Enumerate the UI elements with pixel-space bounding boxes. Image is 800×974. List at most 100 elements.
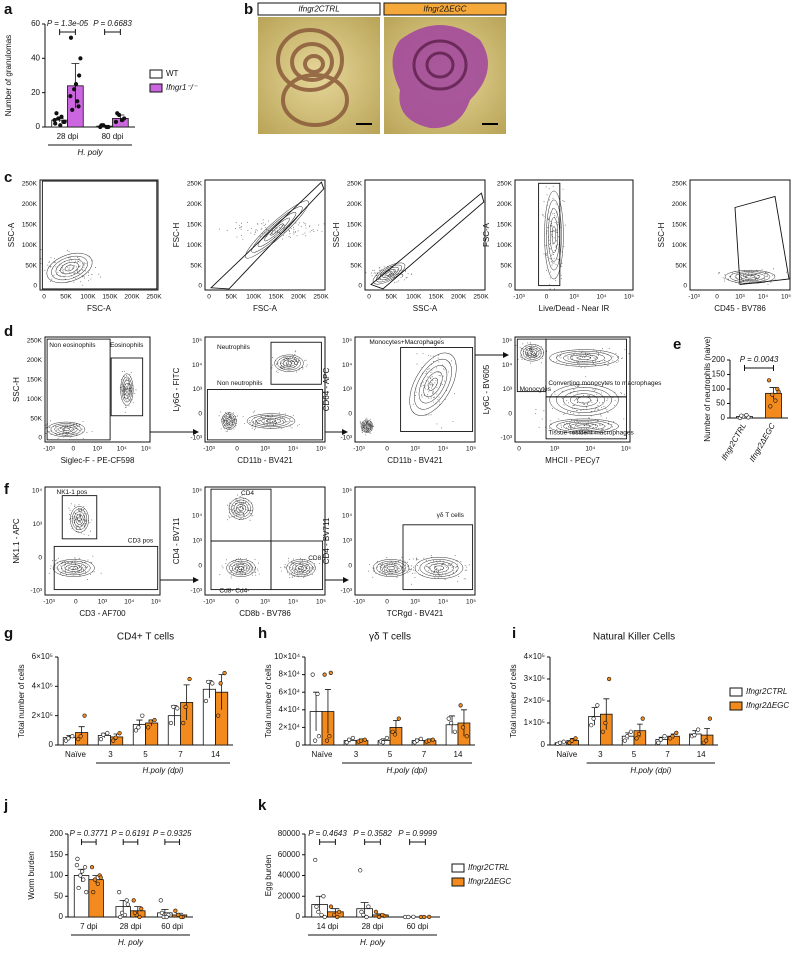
panel-letter: a <box>4 1 13 18</box>
event-dot <box>438 361 439 362</box>
event-dot <box>382 569 383 570</box>
event-dot <box>281 571 282 572</box>
event-dot <box>570 427 571 428</box>
x-axis-label: FSC-A <box>87 304 112 313</box>
event-dot <box>253 570 254 571</box>
event-dot <box>300 568 301 569</box>
event-dot <box>306 228 307 229</box>
event-dot <box>425 388 426 389</box>
event-dot <box>594 410 595 411</box>
event-dot <box>415 573 416 574</box>
event-dot <box>556 361 557 362</box>
event-dot <box>561 425 562 426</box>
event-dot <box>72 569 73 570</box>
x-tick-label: 10⁵ <box>151 599 161 606</box>
event-dot <box>386 575 387 576</box>
event-dot <box>51 279 52 280</box>
event-dot <box>413 570 414 571</box>
panel-letter: e <box>673 336 681 353</box>
event-dot <box>51 565 52 566</box>
data-point <box>79 57 83 61</box>
event-dot <box>396 282 397 283</box>
event-dot <box>85 523 86 524</box>
event-dot <box>542 418 543 419</box>
y-tick-label: 0 <box>508 283 512 290</box>
event-dot <box>242 239 243 240</box>
x-tick-label: 10³ <box>569 294 579 301</box>
x-tick-label: 0 <box>235 446 239 453</box>
event-dot <box>246 570 247 571</box>
event-dot <box>556 204 557 205</box>
data-point <box>415 739 419 743</box>
event-dot <box>377 561 378 562</box>
event-dot <box>568 426 569 427</box>
x-tick-label: 10³ <box>550 446 560 453</box>
event-dot <box>71 431 72 432</box>
event-dot <box>562 251 563 252</box>
event-dot <box>134 393 135 394</box>
event-dot <box>386 566 387 567</box>
event-dot <box>441 576 442 577</box>
data-point <box>223 671 227 675</box>
data-point <box>659 738 663 742</box>
event-dot <box>127 393 128 394</box>
x-axis-label: Live/Dead - Near IR <box>539 304 610 313</box>
event-dot <box>288 360 289 361</box>
event-dot <box>292 357 293 358</box>
x-axis-label: H. poly <box>118 938 144 947</box>
event-dot <box>445 566 446 567</box>
event-dot <box>241 503 242 504</box>
event-dot <box>56 430 57 431</box>
event-dot <box>78 571 79 572</box>
event-dot <box>587 404 588 405</box>
y-tick-label: 150K <box>27 377 43 384</box>
event-dot <box>49 573 50 574</box>
event-dot <box>539 427 540 428</box>
significance-bracket <box>745 365 774 371</box>
event-dot <box>386 569 387 570</box>
event-dot <box>522 359 523 360</box>
event-dot <box>555 394 556 395</box>
event-dot <box>78 429 79 430</box>
gate-label: NK1-1 pos <box>57 489 88 496</box>
x-tick-label: Ifngr2ΔEGC <box>748 421 777 463</box>
event-dot <box>238 566 239 567</box>
panel-letter: d <box>4 323 13 340</box>
data-point <box>120 118 124 122</box>
x-tick-label: -10³ <box>43 446 55 453</box>
legend-swatch <box>452 864 464 872</box>
data-point <box>329 905 333 909</box>
event-dot <box>553 254 554 255</box>
event-dot <box>229 421 230 422</box>
y-tick-label: 250K <box>672 181 688 188</box>
data-point <box>427 915 431 919</box>
event-dot <box>82 269 83 270</box>
event-dot <box>248 569 249 570</box>
event-dot <box>553 186 554 187</box>
data-point <box>663 734 667 738</box>
y-tick-label: 150K <box>497 222 513 229</box>
event-dot <box>426 371 427 372</box>
event-dot <box>552 262 553 263</box>
event-dot <box>437 572 438 573</box>
event-dot <box>133 402 134 403</box>
event-dot <box>616 362 617 363</box>
x-tick-label: 50K <box>226 294 238 301</box>
gate-label: Neutrophils <box>217 344 251 351</box>
event-dot <box>225 412 226 413</box>
event-dot <box>389 563 390 564</box>
event-dot <box>549 199 550 200</box>
event-dot <box>252 515 253 516</box>
event-dot <box>246 502 247 503</box>
event-dot <box>81 510 82 511</box>
event-dot <box>289 574 290 575</box>
y-tick-label: 0 <box>508 410 512 417</box>
data-point <box>745 413 749 417</box>
event-dot <box>307 574 308 575</box>
event-dot <box>581 355 582 356</box>
event-dot <box>240 558 241 559</box>
y-axis-label: SSC-H <box>332 222 341 247</box>
event-dot <box>550 420 551 421</box>
event-dot <box>557 355 558 356</box>
